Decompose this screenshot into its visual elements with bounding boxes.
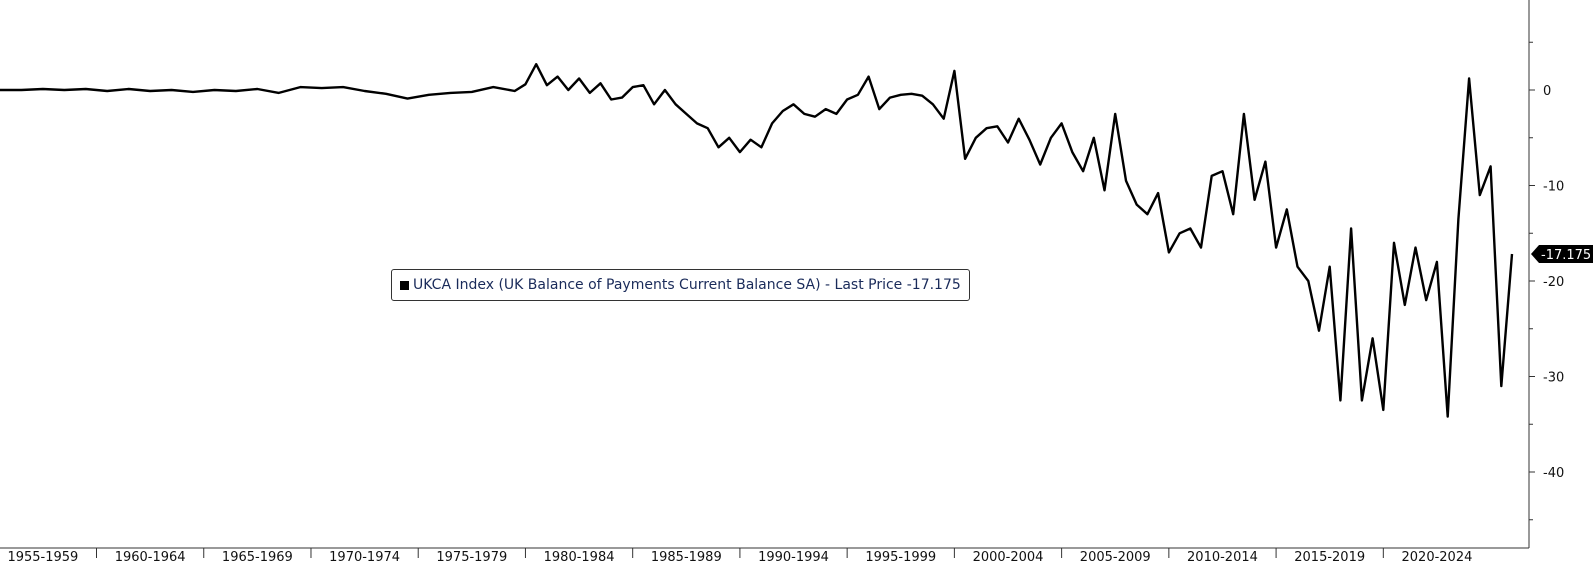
y-tick-label: -30 [1543, 371, 1564, 386]
x-tick-label: 1965-1969 [222, 550, 293, 565]
x-tick-label: 1955-1959 [7, 550, 78, 565]
x-tick-label: 1960-1964 [115, 550, 186, 565]
last-price-marker: -17.175 [1531, 245, 1593, 264]
last-price-badge [1531, 245, 1593, 264]
y-tick-label: 0 [1543, 84, 1551, 99]
series-line [0, 63, 1514, 418]
x-tick-label: 2005-2009 [1080, 550, 1151, 565]
x-tick-label: 1990-1994 [758, 550, 829, 565]
x-tick-label: 1980-1984 [544, 550, 615, 565]
legend-label: UKCA Index (UK Balance of Payments Curre… [413, 277, 961, 293]
legend-swatch [400, 280, 409, 290]
legend: UKCA Index (UK Balance of Payments Curre… [391, 269, 970, 301]
x-tick-label: 1985-1989 [651, 550, 722, 565]
x-tick-label: 2000-2004 [973, 550, 1044, 565]
y-tick-label: -40 [1543, 466, 1564, 481]
x-tick-label: 1975-1979 [436, 550, 507, 565]
y-axis: 0 -10 -20 -30 -40 [1528, 0, 1564, 548]
x-tick-label: 2020-2024 [1402, 550, 1473, 565]
last-price-label: -17.175 [1541, 248, 1591, 263]
x-tick-label: 1970-1974 [329, 550, 400, 565]
series-layer [0, 63, 1514, 418]
x-tick-label: 2010-2014 [1187, 550, 1258, 565]
x-axis: 1955-1959 1960-1964 1965-1969 1970-1974 1975… [0, 547, 1529, 565]
y-tick-label: -10 [1543, 180, 1564, 195]
x-tick-label: 2015-2019 [1294, 550, 1365, 565]
y-tick-label: -20 [1543, 275, 1564, 290]
x-tick-label: 1995-1999 [865, 550, 936, 565]
